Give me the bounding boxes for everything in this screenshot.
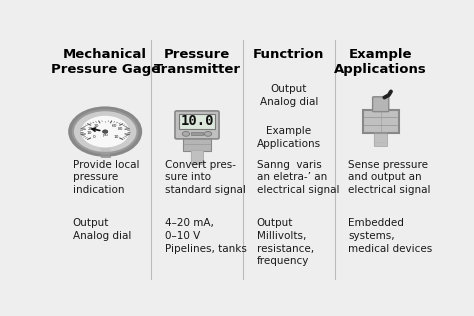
Text: 80: 80 bbox=[118, 127, 123, 131]
FancyBboxPatch shape bbox=[96, 141, 114, 148]
Text: 10: 10 bbox=[114, 135, 119, 139]
Text: Sanng  varis
an eletra-’ an
electrical signal: Sanng varis an eletra-’ an electrical si… bbox=[256, 160, 339, 195]
Text: Sense pressure
and output an
electrical signal: Sense pressure and output an electrical … bbox=[348, 160, 431, 195]
Text: Example
Applications: Example Applications bbox=[257, 125, 321, 149]
Text: 20: 20 bbox=[87, 127, 93, 131]
Circle shape bbox=[70, 108, 140, 155]
Text: Functrion: Functrion bbox=[253, 48, 325, 61]
FancyBboxPatch shape bbox=[191, 150, 202, 164]
Circle shape bbox=[204, 131, 212, 136]
Text: Provide local
pressure
indication: Provide local pressure indication bbox=[73, 160, 139, 195]
Text: Example
Applications: Example Applications bbox=[334, 48, 427, 76]
FancyBboxPatch shape bbox=[101, 148, 109, 157]
FancyBboxPatch shape bbox=[175, 111, 219, 139]
Circle shape bbox=[182, 131, 190, 136]
Text: 10: 10 bbox=[86, 131, 92, 135]
Text: 60: 60 bbox=[111, 124, 117, 128]
Text: Output
Millivolts,
resistance,
frequency: Output Millivolts, resistance, frequency bbox=[256, 218, 314, 266]
FancyBboxPatch shape bbox=[179, 114, 215, 129]
Text: 10.0: 10.0 bbox=[180, 114, 214, 128]
Circle shape bbox=[73, 110, 137, 153]
Text: Embedded
systems,
medical devices: Embedded systems, medical devices bbox=[348, 218, 433, 253]
Circle shape bbox=[80, 115, 130, 148]
Text: Mechanical
Pressure Gage: Mechanical Pressure Gage bbox=[51, 48, 160, 76]
Text: Pressure
Transmitter: Pressure Transmitter bbox=[154, 48, 240, 76]
FancyBboxPatch shape bbox=[363, 110, 399, 133]
Text: 30: 30 bbox=[93, 124, 99, 128]
Text: Output
Analog dial: Output Analog dial bbox=[260, 84, 318, 107]
FancyBboxPatch shape bbox=[374, 131, 387, 146]
Text: Convert pres-
sure into
standard signal: Convert pres- sure into standard signal bbox=[164, 160, 246, 195]
Text: 4–20 mA,
0–10 V
Pipelines, tanks: 4–20 mA, 0–10 V Pipelines, tanks bbox=[164, 218, 246, 253]
FancyBboxPatch shape bbox=[191, 132, 202, 135]
Circle shape bbox=[102, 130, 108, 133]
FancyBboxPatch shape bbox=[373, 97, 389, 112]
Text: Output
Analog dial: Output Analog dial bbox=[73, 218, 131, 241]
FancyBboxPatch shape bbox=[183, 137, 211, 151]
Text: 0: 0 bbox=[92, 135, 95, 139]
Text: psi: psi bbox=[102, 133, 108, 137]
